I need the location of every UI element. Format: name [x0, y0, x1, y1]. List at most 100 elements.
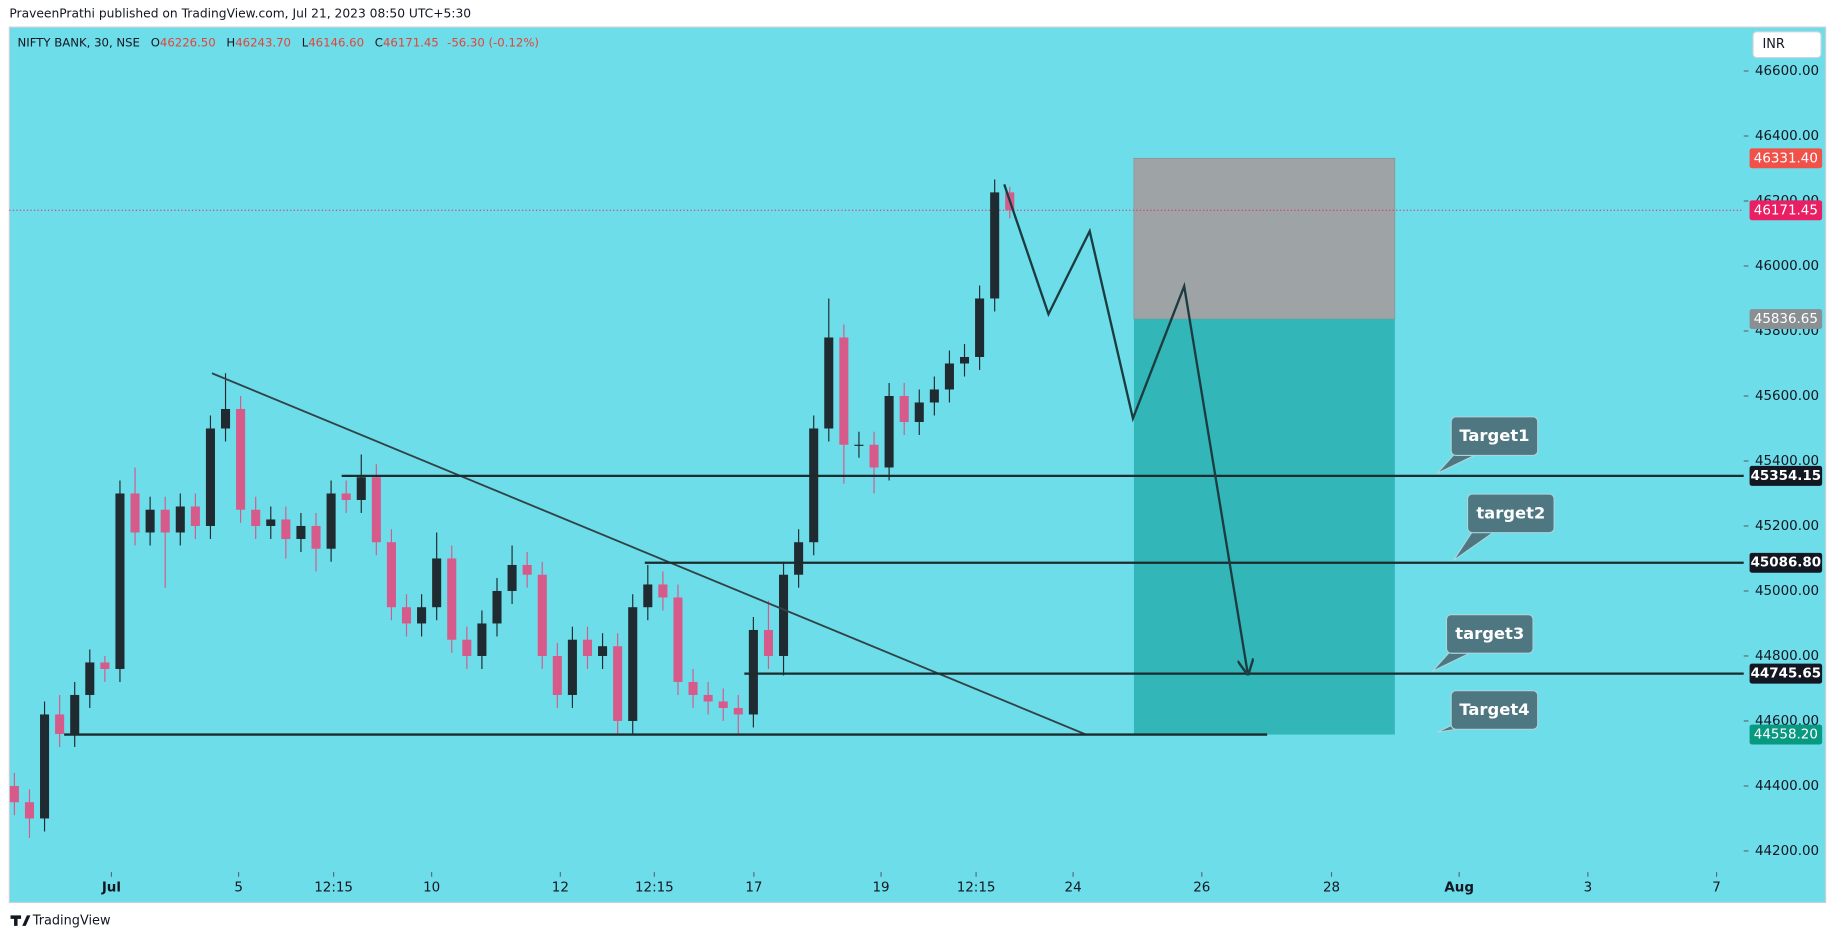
candle-body: [432, 558, 442, 608]
candle-body: [839, 337, 849, 445]
ohlc-key: C: [375, 35, 383, 49]
x-tick-label: Jul: [101, 880, 121, 895]
level-label: 45354.15: [1751, 469, 1822, 484]
callout-text: target3: [1455, 624, 1524, 643]
currency: INR: [1762, 37, 1784, 52]
level-label-box: [1749, 465, 1823, 486]
candle-body: [598, 646, 608, 656]
candle-body: [100, 662, 110, 669]
candle-body: [190, 506, 200, 526]
candle-body: [899, 395, 909, 422]
candle-body: [567, 639, 577, 695]
candle-body: [311, 525, 321, 549]
candle-body: [70, 694, 80, 734]
callout-text: target2: [1476, 503, 1545, 522]
candle-body: [628, 607, 638, 721]
candle-body: [115, 493, 125, 669]
candle-body: [959, 356, 970, 364]
candle-body: [809, 428, 819, 543]
candle-body: [130, 493, 140, 533]
callout-text: Target1: [1459, 426, 1529, 445]
change: -56.30 (-0.12%): [447, 35, 539, 49]
y-tick-label: 46000.00: [1755, 259, 1819, 274]
candle-body: [673, 597, 683, 682]
target-zone: [1133, 319, 1395, 735]
price-label: 46171.45: [1754, 203, 1818, 218]
y-tick-label: 46600.00: [1755, 64, 1819, 79]
published-note: PraveenPrathi published on TradingView.c…: [9, 7, 471, 21]
candle-body: [975, 298, 985, 357]
x-tick-label: 17: [745, 880, 762, 895]
x-tick-label: 26: [1193, 880, 1210, 895]
y-tick-label: 44800.00: [1755, 649, 1819, 664]
candle-body: [914, 402, 924, 422]
candle-body: [9, 785, 19, 803]
candle-body: [386, 542, 396, 608]
candle-body: [266, 519, 276, 526]
candle-body: [854, 444, 864, 446]
ohlc-key: O: [151, 35, 160, 49]
candle-body: [296, 525, 306, 539]
callout-text: Target4: [1459, 700, 1529, 719]
price-label-box: [1749, 724, 1823, 745]
y-tick-label: 44400.00: [1755, 779, 1819, 794]
callout-box: [1445, 614, 1534, 654]
y-tick-label: 44200.00: [1755, 844, 1819, 859]
candle-body: [160, 509, 170, 533]
candle-body: [55, 714, 65, 734]
candle-body: [175, 506, 185, 533]
ohlc-value: 46146.60: [308, 35, 364, 49]
candle-body: [40, 714, 50, 819]
price-label: 44558.20: [1754, 728, 1818, 743]
symbol: NIFTY BANK, 30, NSE: [18, 35, 140, 49]
y-tick-label: 46400.00: [1755, 129, 1819, 144]
candle-body: [779, 574, 789, 656]
candle-body: [462, 639, 472, 656]
candle-body: [24, 802, 34, 819]
candle-body: [221, 408, 231, 429]
candle-body: [507, 564, 517, 591]
level-label: 44745.65: [1751, 667, 1822, 682]
candle-body: [537, 574, 547, 656]
y-tick-label: 45400.00: [1755, 454, 1819, 469]
x-tick-label: 3: [1584, 880, 1593, 895]
candle-body: [869, 444, 879, 468]
candle-body: [251, 509, 261, 526]
ohlc-key: H: [226, 35, 235, 49]
candle-body: [477, 623, 487, 656]
candle-body: [582, 639, 593, 656]
brand: TradingView: [32, 914, 111, 929]
candle-body: [85, 662, 95, 695]
candle-body: [236, 408, 246, 510]
candle-body: [688, 681, 698, 695]
level-label-box: [1749, 552, 1823, 573]
plot: NIFTY BANK, 30, NSE O46226.50 H46243.70 …: [9, 35, 1823, 895]
level-label: 45086.80: [1751, 556, 1822, 571]
candle-body: [356, 477, 366, 500]
x-tick-label: 19: [873, 880, 890, 895]
x-tick-label: 24: [1065, 880, 1082, 895]
y-tick-label: 45000.00: [1755, 584, 1819, 599]
y-tick-label: 45600.00: [1755, 389, 1819, 404]
chart-legend: NIFTY BANK, 30, NSE O46226.50 H46243.70 …: [18, 35, 539, 49]
candle-body: [703, 694, 713, 702]
candle-body: [929, 389, 939, 403]
candle-body: [492, 590, 502, 624]
candle-body: [990, 192, 1000, 299]
x-tick-label: 12: [552, 880, 569, 895]
ohlc-value: 46171.45: [383, 35, 439, 49]
price-label-box: [1749, 309, 1823, 330]
callout-box: [1450, 416, 1539, 457]
x-tick-label: 10: [423, 880, 440, 895]
projection-path: [1003, 184, 1247, 672]
candle-body: [718, 701, 728, 708]
price-label-box: [1749, 200, 1823, 221]
x-tick-label: 7: [1712, 880, 1721, 895]
candle-body: [884, 395, 894, 468]
candle-body: [613, 646, 623, 721]
price-label: 45836.65: [1754, 312, 1818, 327]
x-tick-label: 5: [234, 880, 243, 895]
candle-body: [341, 493, 351, 500]
price-label-box: [1749, 148, 1823, 169]
